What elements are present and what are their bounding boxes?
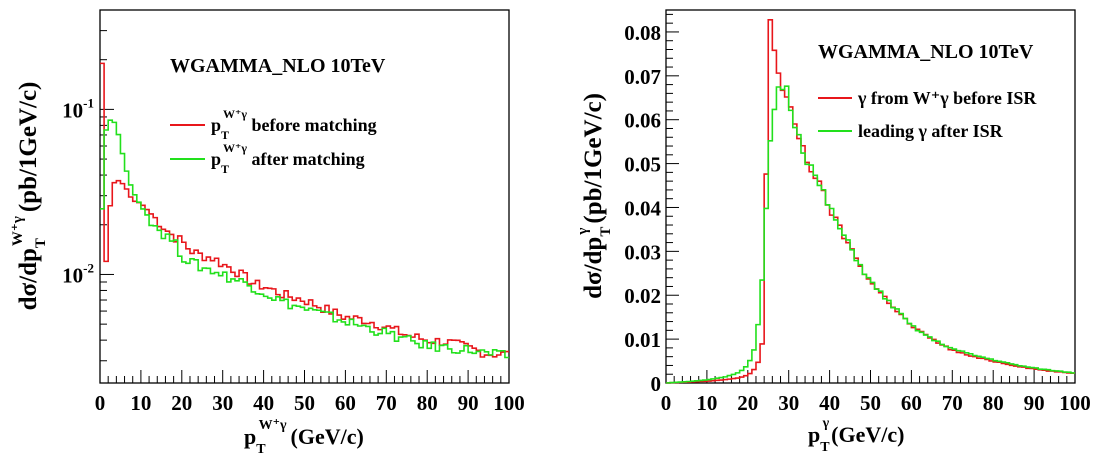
left-x-ticks: 0 10 20 30 40 50 60 70 80 90 100 bbox=[95, 370, 525, 415]
y-tick-label: 0.03 bbox=[624, 240, 661, 264]
x-tick-label: 80 bbox=[983, 391, 1004, 415]
left-series bbox=[100, 62, 509, 359]
left-legend-entry-after: pTW⁺γ after matching bbox=[211, 141, 365, 176]
x-tick-label: 70 bbox=[376, 391, 397, 415]
left-chart: 0 10 20 30 40 50 60 70 80 90 100 10-1 10-2 WGAMMA_N… bbox=[10, 9, 525, 457]
y-tick-label: 10-1 bbox=[62, 95, 94, 122]
x-tick-label: 100 bbox=[493, 391, 525, 415]
x-tick-label: 40 bbox=[819, 391, 840, 415]
right-chart-title: WGAMMA_NLO 10TeV bbox=[818, 41, 1034, 63]
y-tick-label: 0.05 bbox=[624, 153, 661, 177]
x-tick-label: 30 bbox=[778, 391, 799, 415]
left-y-ticks: 10-1 10-2 bbox=[62, 9, 114, 362]
y-tick-label: 0 bbox=[651, 372, 662, 396]
x-tick-label: 40 bbox=[253, 391, 274, 415]
series-before-line bbox=[666, 18, 1075, 384]
x-tick-label: 20 bbox=[171, 391, 192, 415]
x-tick-label: 90 bbox=[458, 391, 479, 415]
x-tick-label: 10 bbox=[696, 391, 717, 415]
x-tick-label: 90 bbox=[1024, 391, 1045, 415]
y-tick-label: 0.01 bbox=[624, 328, 661, 352]
x-tick-label: 60 bbox=[901, 391, 922, 415]
x-tick-label: 30 bbox=[212, 391, 233, 415]
x-tick-label: 100 bbox=[1059, 391, 1091, 415]
series-before-line bbox=[100, 62, 509, 358]
x-tick-label: 20 bbox=[737, 391, 758, 415]
left-legend-entry-before: pTW⁺γ before matching bbox=[211, 107, 377, 142]
right-y-axis-label: dσ/dpTγ(pb/1GeV/c) bbox=[575, 93, 614, 299]
right-x-ticks: 0 10 20 30 40 50 60 70 80 90 100 bbox=[661, 370, 1091, 415]
x-tick-label: 70 bbox=[942, 391, 963, 415]
right-plot-frame bbox=[665, 9, 1076, 384]
y-tick-label: 0.04 bbox=[624, 196, 661, 220]
y-tick-label: 0.06 bbox=[624, 109, 661, 133]
left-x-axis-label: pTW⁺γ (GeV/c) bbox=[244, 418, 364, 457]
x-tick-label: 80 bbox=[417, 391, 438, 415]
right-y-ticks: 0 0.01 0.02 0.03 0.04 0.05 0.06 0.07 0.08 bbox=[624, 13, 679, 396]
y-tick-label: 0.02 bbox=[624, 284, 661, 308]
x-tick-label: 10 bbox=[130, 391, 151, 415]
left-y-axis-label: dσ/dpTW⁺γ(pb/1GeV/c) bbox=[10, 82, 49, 311]
x-tick-label: 60 bbox=[335, 391, 356, 415]
right-legend-entry-after: leading γ after ISR bbox=[858, 121, 1004, 141]
left-chart-title: WGAMMA_NLO 10TeV bbox=[170, 55, 386, 77]
series-after-line bbox=[666, 85, 1075, 384]
right-chart: 0 10 20 30 40 50 60 70 80 90 100 0 0.01 0.02 0.03 0.04… bbox=[575, 9, 1091, 455]
x-tick-label: 0 bbox=[661, 391, 672, 415]
y-tick-label: 0.08 bbox=[624, 21, 661, 45]
y-tick-label: 0.07 bbox=[624, 65, 661, 89]
right-x-axis-label: pTγ(GeV/c) bbox=[808, 416, 904, 455]
right-legend-entry-before: γ from W⁺γ before ISR bbox=[857, 88, 1037, 108]
x-tick-label: 50 bbox=[860, 391, 881, 415]
series-after-line bbox=[100, 119, 509, 359]
right-series bbox=[666, 18, 1075, 384]
y-tick-label: 10-2 bbox=[62, 260, 94, 287]
x-tick-label: 50 bbox=[294, 391, 315, 415]
x-tick-label: 0 bbox=[95, 391, 106, 415]
